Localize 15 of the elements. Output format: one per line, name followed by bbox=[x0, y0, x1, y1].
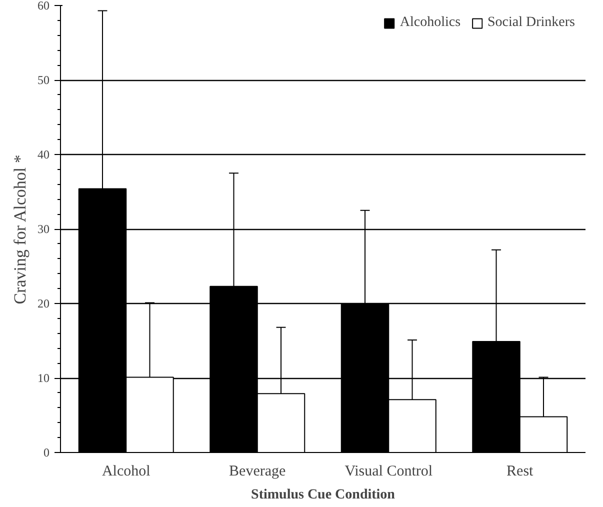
legend-label: Alcoholics bbox=[400, 15, 461, 31]
y-tick-label: 0 bbox=[44, 446, 50, 460]
x-tick-label: Visual Control bbox=[344, 464, 433, 480]
legend-label: Social Drinkers bbox=[488, 15, 575, 31]
y-tick-label: 40 bbox=[38, 148, 50, 162]
y-tick-label: 30 bbox=[38, 222, 50, 236]
y-tick-label: 20 bbox=[38, 296, 50, 310]
y-axis-title: Craving for Alcohol * bbox=[10, 154, 30, 304]
y-tick-label: 50 bbox=[38, 73, 50, 87]
x-tick-label: Beverage bbox=[229, 464, 286, 480]
x-tick-label: Alcohol bbox=[102, 464, 150, 480]
y-tick-label: 60 bbox=[38, 0, 50, 12]
y-tick-label: 10 bbox=[38, 371, 50, 385]
x-axis-title: Stimulus Cue Condition bbox=[251, 488, 396, 502]
x-tick-label: Rest bbox=[506, 464, 534, 480]
